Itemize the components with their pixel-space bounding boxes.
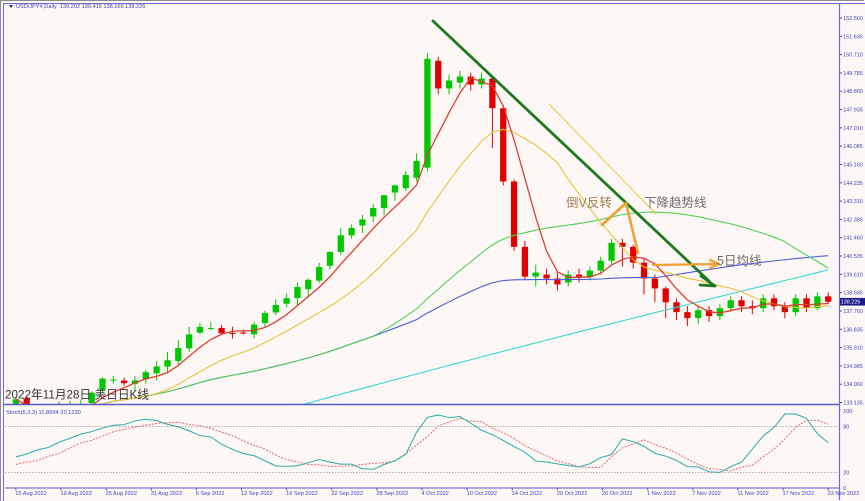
svg-text:138.685: 138.685	[843, 291, 863, 297]
svg-text:1 Nov 2022: 1 Nov 2022	[647, 491, 676, 497]
svg-text:133.135: 133.135	[843, 401, 863, 407]
svg-text:80: 80	[843, 424, 849, 430]
svg-text:147.935: 147.935	[843, 108, 863, 114]
svg-text:100: 100	[843, 409, 852, 415]
svg-text:136.835: 136.835	[843, 327, 863, 333]
svg-text:25 Aug 2022: 25 Aug 2022	[106, 491, 137, 497]
svg-text:15 Aug 2022: 15 Aug 2022	[15, 491, 46, 497]
svg-text:149.785: 149.785	[843, 71, 863, 77]
svg-text:23 Nov 2022: 23 Nov 2022	[828, 491, 860, 497]
svg-text:31 Aug 2022: 31 Aug 2022	[151, 491, 182, 497]
svg-text:134.060: 134.060	[843, 382, 863, 388]
svg-text:148.860: 148.860	[843, 89, 863, 95]
svg-text:10 Oct 2022: 10 Oct 2022	[467, 491, 497, 497]
svg-text:135.910: 135.910	[843, 346, 863, 352]
svg-text:6 Sep 2022: 6 Sep 2022	[196, 491, 225, 497]
svg-text:147.010: 147.010	[843, 126, 863, 132]
svg-text:28 Sep 2022: 28 Sep 2022	[376, 491, 408, 497]
svg-text:146.085: 146.085	[843, 144, 863, 150]
svg-text:12 Sep 2022: 12 Sep 2022	[241, 491, 273, 497]
svg-text:140.535: 140.535	[843, 254, 863, 260]
svg-text:142.385: 142.385	[843, 217, 863, 223]
svg-text:26 Oct 2022: 26 Oct 2022	[602, 491, 632, 497]
svg-text:4 Oct 2022: 4 Oct 2022	[422, 491, 449, 497]
svg-text:134.985: 134.985	[843, 364, 863, 370]
svg-text:137.760: 137.760	[843, 309, 863, 315]
svg-text:152.560: 152.560	[843, 16, 863, 22]
svg-text:5日均线: 5日均线	[717, 254, 762, 268]
svg-text:Stoch(5,3,3) 11.8694 20.1230: Stoch(5,3,3) 11.8694 20.1230	[6, 410, 81, 416]
svg-text:14 Oct 2022: 14 Oct 2022	[512, 491, 542, 497]
svg-text:16 Sep 2022: 16 Sep 2022	[286, 491, 318, 497]
svg-text:20: 20	[843, 471, 849, 477]
svg-text:7 Nov 2022: 7 Nov 2022	[692, 491, 721, 497]
svg-text:20 Oct 2022: 20 Oct 2022	[557, 491, 587, 497]
svg-text:150.710: 150.710	[843, 53, 863, 59]
svg-text:22 Sep 2022: 22 Sep 2022	[331, 491, 363, 497]
svg-text:143.310: 143.310	[843, 199, 863, 205]
svg-text:17 Nov 2022: 17 Nov 2022	[783, 491, 815, 497]
svg-text:19 Aug 2022: 19 Aug 2022	[60, 491, 91, 497]
svg-text:141.460: 141.460	[843, 236, 863, 242]
svg-text:145.160: 145.160	[843, 162, 863, 168]
svg-text:151.635: 151.635	[843, 34, 863, 40]
svg-text:下降趋势线: 下降趋势线	[644, 195, 707, 210]
svg-text:2022年11月28日 美日日K线: 2022年11月28日 美日日K线	[5, 388, 149, 402]
svg-text:倒V反转: 倒V反转	[566, 195, 612, 210]
svg-text:11 Nov 2022: 11 Nov 2022	[737, 491, 768, 497]
svg-text:138.226: 138.226	[841, 300, 861, 306]
svg-text:139.610: 139.610	[843, 272, 863, 278]
svg-text:144.235: 144.235	[843, 181, 863, 187]
